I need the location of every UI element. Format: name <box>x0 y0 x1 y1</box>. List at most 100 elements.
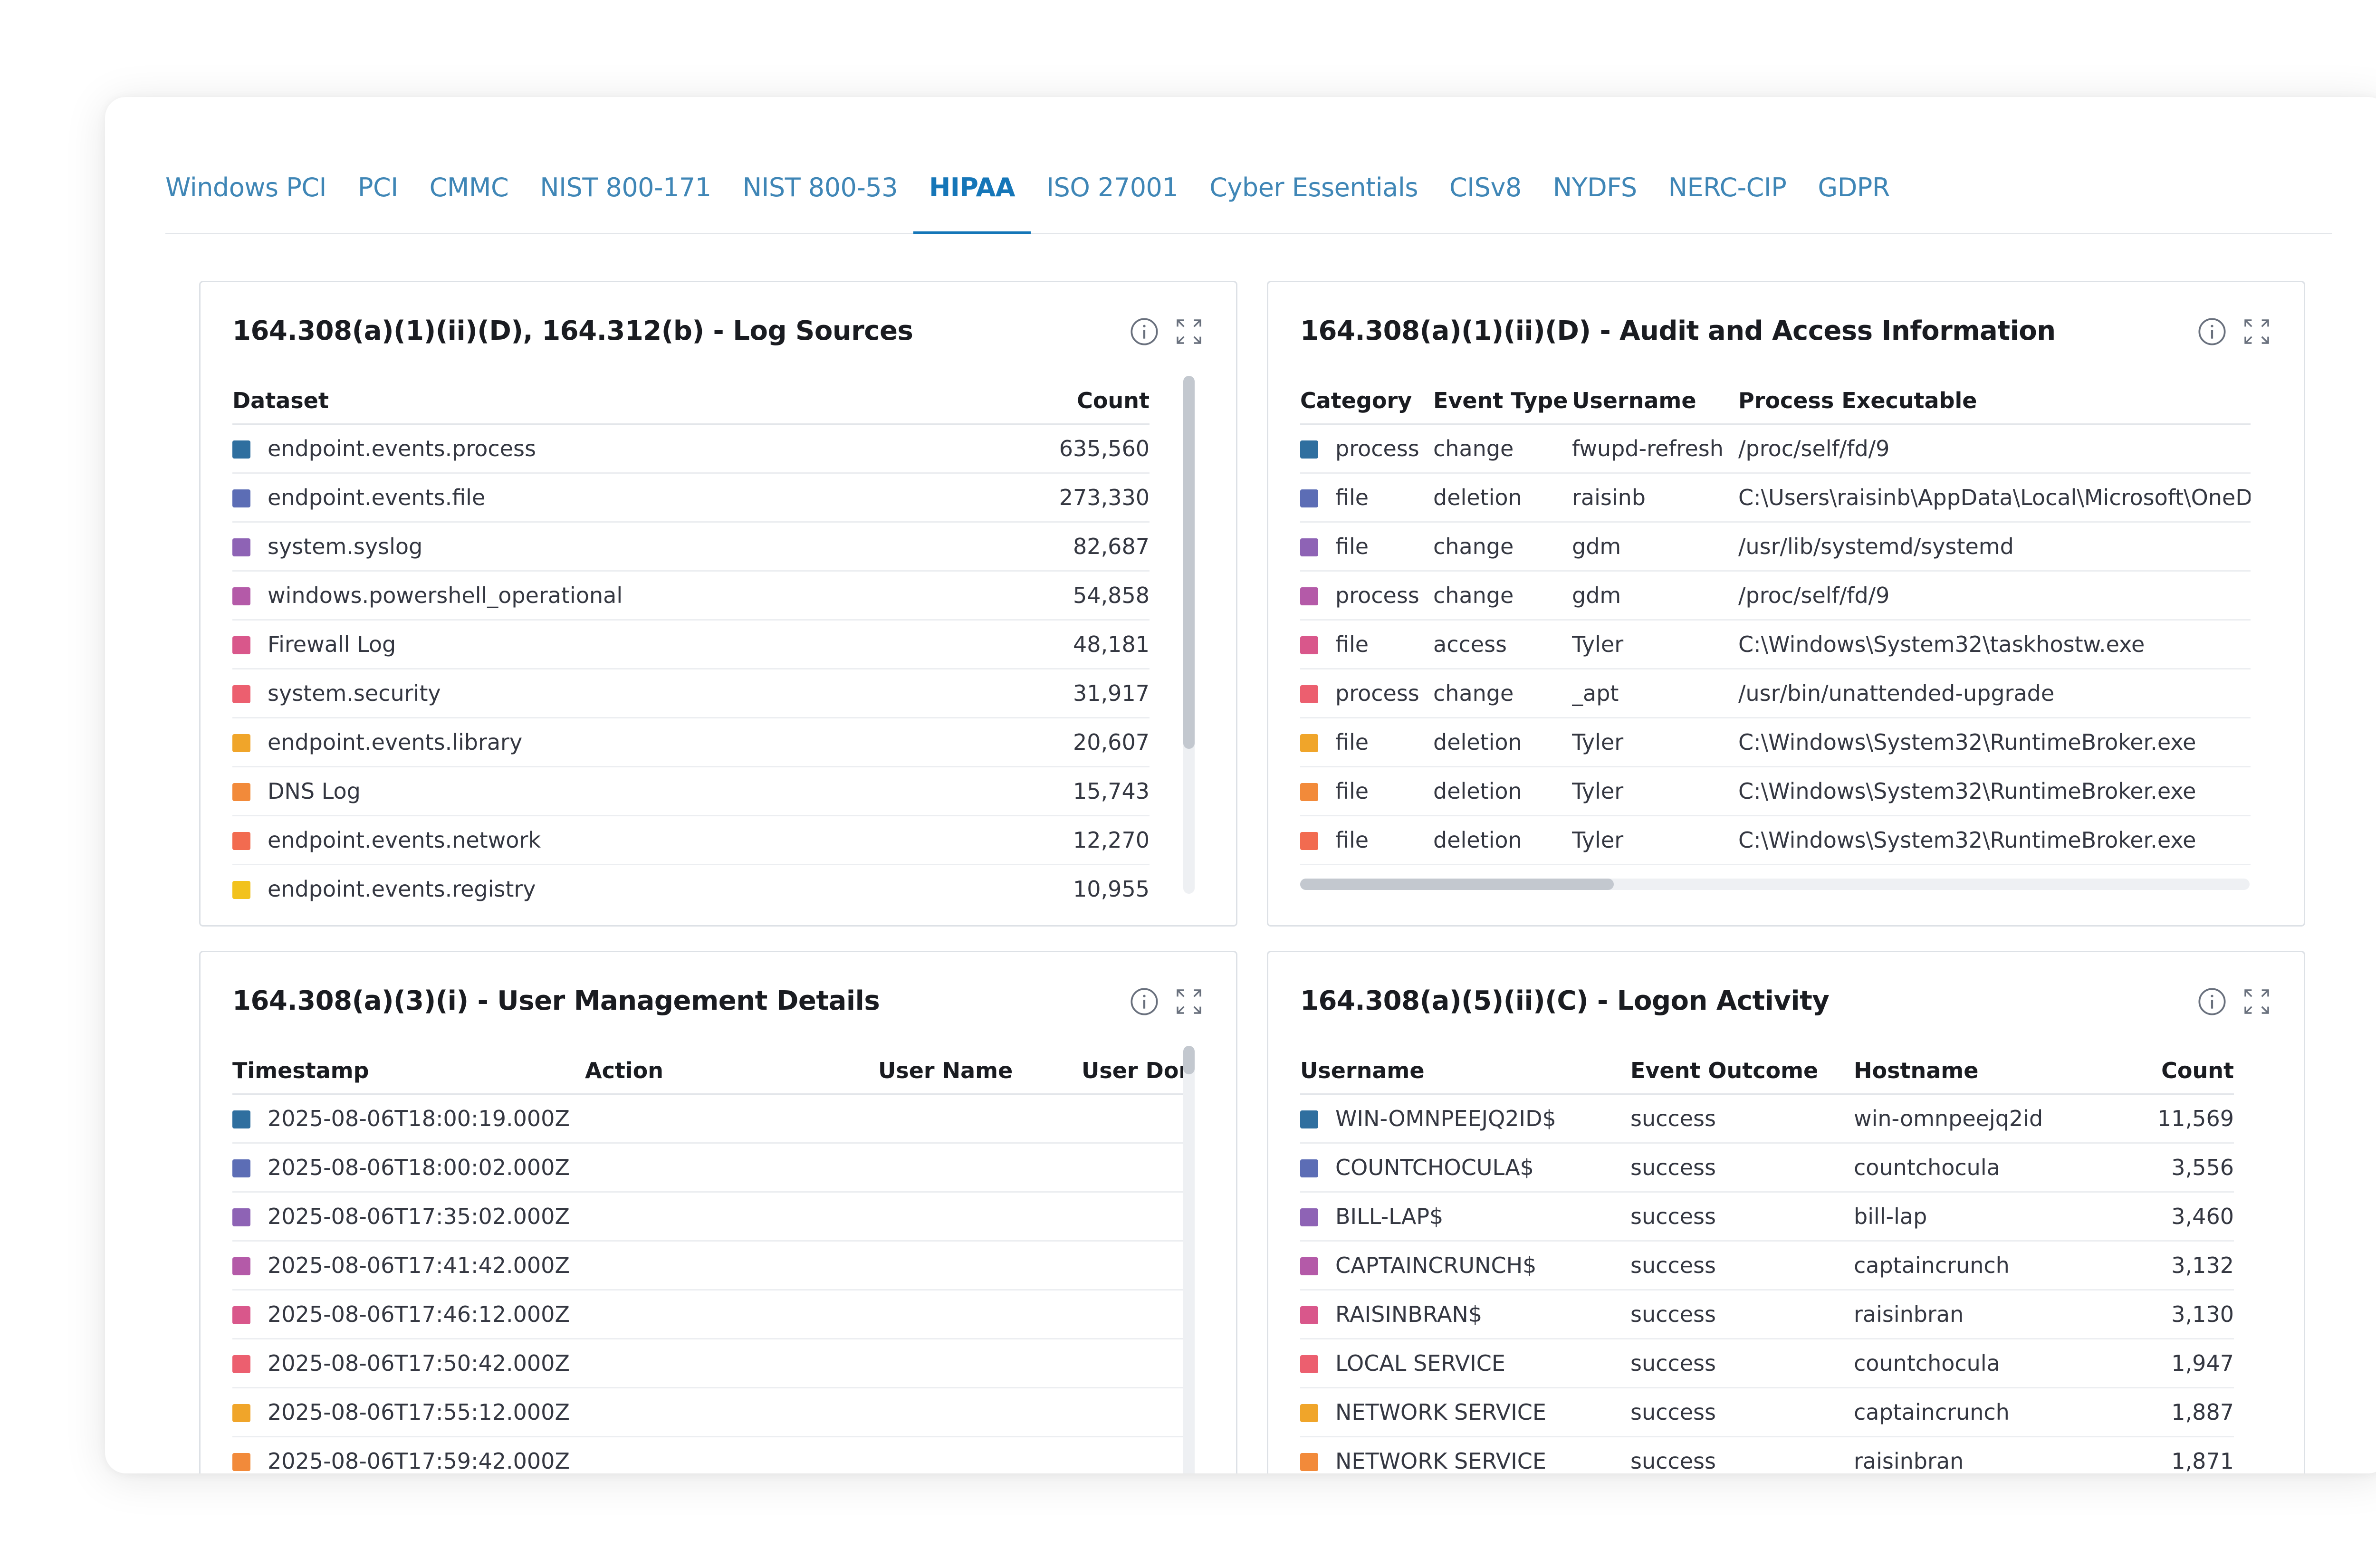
column-header-timestamp[interactable]: Timestamp <box>232 1057 369 1083</box>
info-icon[interactable] <box>1129 986 1159 1017</box>
table-row[interactable]: endpoint.events.network 12,270 <box>232 816 1150 865</box>
table-row[interactable]: file change gdm/usr/lib/systemd/systemd <box>1300 523 2251 572</box>
tab-nydfs[interactable]: NYDFS <box>1552 172 1637 202</box>
table-row[interactable]: LOCAL SERVICE success countchocula 1,947 <box>1300 1339 2234 1388</box>
table-row[interactable]: endpoint.events.registry 10,955 <box>232 865 1150 905</box>
count-cell: 12,270 <box>1073 827 1150 853</box>
table-row[interactable]: 2025-08-06T17:50:42.000Z <box>232 1339 1183 1388</box>
tab-cmmc[interactable]: CMMC <box>429 172 509 202</box>
table-row[interactable]: process change fwupd-refresh/proc/self/fd/… <box>1300 425 2251 474</box>
color-swatch <box>232 734 250 752</box>
table-row[interactable]: endpoint.events.file 273,330 <box>232 474 1150 523</box>
column-header-category[interactable]: Category <box>1300 387 1412 413</box>
tab-cisv8[interactable]: CISv8 <box>1449 172 1522 202</box>
tab-gdpr[interactable]: GDPR <box>1818 172 1890 202</box>
table-row[interactable]: file deletion Tyler C:\Windows\System32\Run… <box>1300 816 2251 865</box>
column-header-event-outcome[interactable]: Event Outcome <box>1630 1057 1819 1083</box>
table-row[interactable]: BILL-LAP$ success bill-lap 3,460 <box>1300 1193 2234 1242</box>
column-header-username[interactable]: Username <box>1300 1057 1425 1083</box>
info-icon[interactable] <box>2197 986 2227 1017</box>
info-icon[interactable] <box>2197 316 2227 347</box>
tab-hipaa[interactable]: HIPAA <box>913 172 1031 234</box>
table-row[interactable]: windows.powershell_operational 54,858 <box>232 572 1150 621</box>
category-cell: file <box>1300 534 1433 559</box>
hostname-cell: captaincrunch <box>1854 1399 2010 1425</box>
table-row[interactable]: 2025-08-06T17:35:02.000Z <box>232 1193 1183 1242</box>
table-row[interactable]: system.security 31,917 <box>232 669 1150 718</box>
table-row[interactable]: NETWORK SERVICE success captaincrunch 1,887 <box>1300 1388 2234 1437</box>
info-icon[interactable] <box>1129 316 1159 347</box>
dataset-cell: endpoint.events.registry <box>232 876 959 902</box>
column-header-count[interactable]: Count <box>2161 1057 2234 1083</box>
table-row[interactable]: WIN-OMNPEEJQ2ID$ success win-omnpeejq2id 11… <box>1300 1095 2234 1144</box>
username-cell: LOCAL SERVICE <box>1300 1350 1630 1376</box>
tab-nerc-cip[interactable]: NERC-CIP <box>1668 172 1787 202</box>
fullscreen-icon[interactable] <box>2242 316 2272 347</box>
cell-text: file <box>1335 827 1369 853</box>
table-row[interactable]: Firewall Log 48,181 <box>232 621 1150 669</box>
color-swatch <box>232 685 250 703</box>
table-row[interactable]: process change _apt/usr/bin/unattended-upg… <box>1300 669 2251 718</box>
tab-windows-pci[interactable]: Windows PCI <box>165 172 326 202</box>
table-row[interactable]: endpoint.events.library 20,607 <box>232 718 1150 767</box>
color-swatch <box>232 440 250 459</box>
table-row[interactable]: file deletion Tyler C:\Windows\System32\Run… <box>1300 718 2251 767</box>
table-row[interactable]: CAPTAINCRUNCH$ success captaincrunch 3,132 <box>1300 1242 2234 1291</box>
table-row[interactable]: file deletion Tyler C:\Windows\System32\Run… <box>1300 767 2251 816</box>
dataset-cell: endpoint.events.process <box>232 436 959 461</box>
tab-nist-800-171[interactable]: NIST 800-171 <box>540 172 711 202</box>
tab-cyber-essentials[interactable]: Cyber Essentials <box>1209 172 1418 202</box>
user-management-table: Timestamp Action User Name User Dom 2025… <box>232 1047 1183 1473</box>
table-row[interactable]: file deletion raisinb C:\Users\raisinb\AppD… <box>1300 474 2251 523</box>
fullscreen-icon[interactable] <box>1174 316 1204 347</box>
tab-iso-27001[interactable]: ISO 27001 <box>1046 172 1178 202</box>
column-header-count[interactable]: Count <box>1077 387 1150 413</box>
tab-nist-800-53[interactable]: NIST 800-53 <box>742 172 898 202</box>
table-row[interactable]: 2025-08-06T17:59:42.000Z <box>232 1437 1183 1473</box>
column-header-hostname[interactable]: Hostname <box>1854 1057 1979 1083</box>
count-cell: 82,687 <box>1073 534 1150 559</box>
table-row[interactable]: NETWORK SERVICE success raisinbran 1,871 <box>1300 1437 2234 1473</box>
table-row[interactable]: 2025-08-06T17:46:12.000Z <box>232 1291 1183 1339</box>
horizontal-scrollbar[interactable] <box>1300 879 2250 890</box>
process-executable-cell: /proc/self/fd/9 <box>1738 436 1890 461</box>
username-cell: BILL-LAP$ <box>1300 1204 1630 1229</box>
scrollbar-thumb[interactable] <box>1300 879 1614 890</box>
process-executable-cell: /proc/self/fd/9 <box>1738 583 1890 608</box>
table-row[interactable]: 2025-08-06T17:41:42.000Z <box>232 1242 1183 1291</box>
column-header-username[interactable]: Username <box>1572 387 1696 413</box>
fullscreen-icon[interactable] <box>1174 986 1204 1017</box>
table-row[interactable]: 2025-08-06T18:00:02.000Z <box>232 1144 1183 1193</box>
cell-text: WIN-OMNPEEJQ2ID$ <box>1335 1106 1556 1131</box>
count-cell: 54,858 <box>1073 583 1150 608</box>
tab-pci[interactable]: PCI <box>357 172 398 202</box>
table-row[interactable]: file access Tyler C:\Windows\System32\taskh… <box>1300 621 2251 669</box>
color-swatch <box>1300 685 1318 703</box>
column-header-user-name[interactable]: User Name <box>878 1057 1013 1083</box>
table-row[interactable]: endpoint.events.process 635,560 <box>232 425 1150 474</box>
vertical-scrollbar[interactable] <box>1183 376 1195 894</box>
table-row[interactable]: system.syslog 82,687 <box>232 523 1150 572</box>
fullscreen-icon[interactable] <box>2242 986 2272 1017</box>
table-row[interactable]: DNS Log 15,743 <box>232 767 1150 816</box>
table-row[interactable]: process change gdm/proc/self/fd/9 <box>1300 572 2251 621</box>
count-cell: 3,556 <box>2171 1155 2234 1180</box>
column-header-event-type[interactable]: Event Type <box>1433 387 1568 413</box>
username-cell: Tyler <box>1572 778 1624 804</box>
color-swatch <box>232 1159 250 1177</box>
scrollbar-thumb[interactable] <box>1183 1046 1195 1074</box>
column-header-action[interactable]: Action <box>585 1057 663 1083</box>
table-row[interactable]: 2025-08-06T17:55:12.000Z <box>232 1388 1183 1437</box>
column-header-dataset[interactable]: Dataset <box>232 387 329 413</box>
dataset-cell: system.security <box>232 680 959 706</box>
table-row[interactable]: COUNTCHOCULA$ success countchocula 3,556 <box>1300 1144 2234 1193</box>
cell-text: process <box>1335 680 1419 706</box>
color-swatch <box>1300 1453 1318 1471</box>
table-row[interactable]: 2025-08-06T18:00:19.000Z <box>232 1095 1183 1144</box>
scrollbar-thumb[interactable] <box>1183 376 1195 749</box>
table-row[interactable]: RAISINBRAN$ success raisinbran 3,130 <box>1300 1291 2234 1339</box>
vertical-scrollbar[interactable] <box>1183 1046 1195 1473</box>
column-header-user-domain[interactable]: User Dom <box>1082 1057 1183 1083</box>
cell-text: endpoint.events.registry <box>268 876 536 902</box>
column-header-process-executable[interactable]: Process Executable <box>1738 387 1977 413</box>
